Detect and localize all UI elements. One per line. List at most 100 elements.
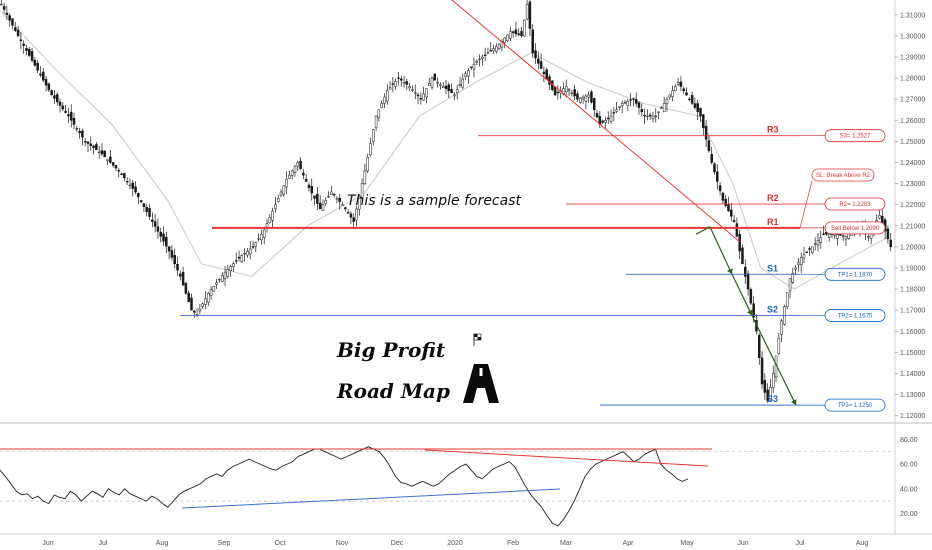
candle-body bbox=[288, 174, 291, 179]
candle-body bbox=[290, 170, 294, 176]
candle-body bbox=[22, 43, 25, 46]
candle-body bbox=[123, 173, 126, 179]
candle-body bbox=[601, 120, 604, 123]
brand-line-1: Big Profit bbox=[336, 338, 446, 362]
candle-body bbox=[327, 195, 330, 198]
candle-body bbox=[780, 320, 783, 335]
road-logo-stripe bbox=[479, 368, 483, 376]
candle-body bbox=[654, 115, 658, 118]
candle-body bbox=[151, 219, 154, 222]
price-tick-label: 1.30000 bbox=[900, 33, 925, 40]
candle-body bbox=[481, 56, 484, 59]
candle-body bbox=[640, 109, 644, 113]
candle-body bbox=[78, 130, 81, 134]
candle-body bbox=[248, 248, 252, 255]
candle-body bbox=[207, 293, 210, 303]
candle-body bbox=[668, 94, 672, 98]
price-tick-label: 1.12000 bbox=[900, 413, 925, 420]
candle-body bbox=[215, 282, 218, 285]
time-tick-label: Aug bbox=[156, 540, 169, 547]
candle-body bbox=[592, 98, 596, 110]
candle-body bbox=[724, 198, 727, 206]
candle-body bbox=[299, 160, 302, 170]
candle-body bbox=[690, 95, 694, 104]
candle-body bbox=[749, 289, 753, 304]
candle-body bbox=[72, 117, 76, 125]
candle-body bbox=[179, 273, 182, 277]
candle-body bbox=[271, 210, 274, 221]
candle-body bbox=[109, 156, 112, 163]
candle-body bbox=[176, 263, 179, 271]
candle-body bbox=[25, 48, 28, 51]
level-tag-r3: R3 bbox=[767, 125, 779, 135]
candle-body bbox=[819, 237, 823, 243]
brand-line-2: Road Map bbox=[336, 379, 450, 403]
level-label-text: Sell Below 1.2090 bbox=[831, 226, 880, 232]
candle-body bbox=[827, 233, 831, 238]
candle-body bbox=[260, 233, 263, 241]
candle-body bbox=[153, 221, 157, 227]
candle-body bbox=[584, 95, 588, 102]
level-label-text: TP2= 1.1675 bbox=[838, 313, 873, 319]
candle-body bbox=[100, 150, 104, 155]
candle-body bbox=[394, 80, 397, 87]
level-label-text: TP3= 1.1250 bbox=[838, 403, 873, 409]
candle-body bbox=[374, 115, 378, 128]
candle-body bbox=[120, 173, 123, 176]
candle-body bbox=[752, 303, 755, 318]
price-tick-label: 1.22000 bbox=[900, 202, 925, 209]
candle-body bbox=[425, 88, 428, 98]
candle-body bbox=[542, 71, 546, 75]
osc-tick-label: 60.00 bbox=[900, 462, 918, 469]
candle-body bbox=[372, 129, 375, 142]
candle-body bbox=[461, 78, 465, 88]
candle-body bbox=[811, 246, 814, 254]
candle-body bbox=[447, 84, 451, 91]
candle-body bbox=[878, 214, 881, 219]
candle-body bbox=[788, 278, 792, 292]
price-tick-label: 1.17000 bbox=[900, 308, 925, 315]
candle-body bbox=[28, 48, 31, 56]
candle-body bbox=[648, 114, 652, 117]
candle-body bbox=[103, 150, 107, 158]
level-label-box bbox=[824, 197, 886, 211]
candle-body bbox=[167, 246, 171, 252]
candle-body bbox=[525, 3, 529, 20]
candle-body bbox=[307, 184, 311, 189]
candle-body bbox=[411, 89, 414, 91]
candle-body bbox=[699, 108, 702, 117]
candle-body bbox=[125, 180, 129, 183]
candle-body bbox=[383, 96, 386, 104]
time-tick-label: Apr bbox=[623, 540, 635, 547]
candle-body bbox=[388, 87, 392, 90]
time-tick-label: 2020 bbox=[447, 540, 463, 547]
candle-body bbox=[310, 186, 314, 194]
price-tick-label: 1.31000 bbox=[900, 12, 925, 19]
candle-body bbox=[847, 233, 851, 239]
candle-body bbox=[313, 195, 316, 199]
candle-body bbox=[483, 54, 487, 56]
candle-body bbox=[646, 115, 649, 118]
candle-body bbox=[422, 93, 425, 101]
candle-body bbox=[534, 50, 537, 59]
candle-body bbox=[209, 289, 213, 296]
candle-body bbox=[349, 213, 353, 218]
candle-body bbox=[332, 193, 336, 196]
candle-body bbox=[268, 217, 272, 223]
candle-body bbox=[114, 165, 118, 169]
price-tick-label: 1.13000 bbox=[900, 392, 925, 399]
level-label-text: S3= 1.2527 bbox=[840, 134, 872, 140]
price-tick-label: 1.19000 bbox=[900, 265, 925, 272]
moving-average-line bbox=[0, 10, 890, 290]
candle-body bbox=[612, 112, 616, 114]
candle-body bbox=[391, 83, 395, 85]
candle-body bbox=[469, 66, 473, 68]
candle-body bbox=[766, 389, 769, 402]
candle-body bbox=[595, 113, 599, 118]
candle-body bbox=[808, 248, 811, 250]
forecast-note: This is a sample forecast bbox=[347, 193, 522, 209]
candle-body bbox=[548, 76, 551, 85]
candle-body bbox=[285, 179, 288, 188]
level-tag-s2: S2 bbox=[767, 304, 778, 314]
candle-body bbox=[58, 101, 62, 106]
